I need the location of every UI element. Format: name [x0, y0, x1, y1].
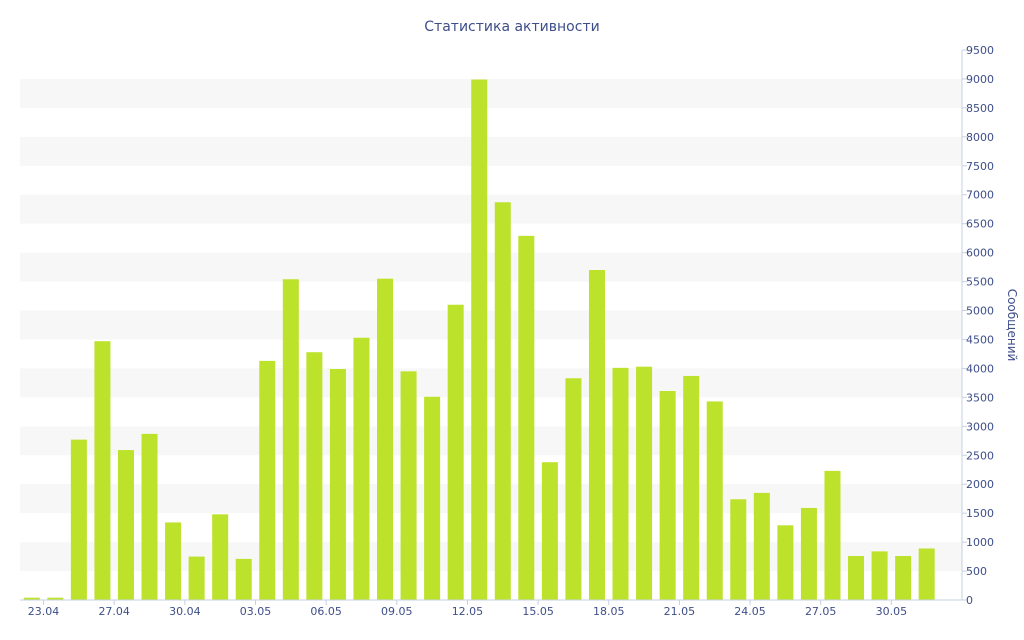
- grid-band: [20, 136, 962, 166]
- bar-28.05[interactable]: [848, 556, 865, 600]
- y-tick-label: 500: [966, 565, 987, 578]
- bar-13.05[interactable]: [494, 202, 511, 600]
- bar-26.04[interactable]: [94, 341, 111, 600]
- bar-11.05[interactable]: [447, 304, 464, 600]
- y-tick-label: 3000: [966, 420, 994, 433]
- bar-18.05[interactable]: [612, 367, 629, 600]
- bar-24.04[interactable]: [47, 597, 64, 600]
- bar-01.05[interactable]: [212, 514, 229, 600]
- bar-21.05[interactable]: [683, 375, 700, 600]
- y-tick-label: 4500: [966, 333, 994, 346]
- bar-04.05[interactable]: [282, 279, 299, 600]
- x-tick-label: 23.04: [28, 605, 60, 618]
- grid-band: [20, 426, 962, 456]
- bar-23.04[interactable]: [23, 597, 40, 600]
- bar-27.05[interactable]: [824, 470, 841, 600]
- bar-28.04[interactable]: [141, 433, 158, 600]
- y-tick-label: 5000: [966, 305, 994, 318]
- bar-17.05[interactable]: [588, 270, 605, 600]
- x-tick-label: 18.05: [593, 605, 625, 618]
- bar-19.05[interactable]: [636, 366, 653, 600]
- y-tick-label: 7000: [966, 189, 994, 202]
- bar-30.05[interactable]: [895, 556, 912, 600]
- x-tick-label: 27.05: [805, 605, 837, 618]
- bar-29.05[interactable]: [871, 551, 888, 600]
- bar-27.04[interactable]: [117, 450, 134, 600]
- bar-31.05[interactable]: [918, 548, 935, 600]
- bar-26.05[interactable]: [800, 507, 817, 600]
- bar-22.05[interactable]: [706, 401, 723, 600]
- bar-29.04[interactable]: [165, 522, 182, 600]
- grid-band: [20, 368, 962, 398]
- bar-09.05[interactable]: [400, 371, 417, 600]
- bar-24.05[interactable]: [753, 492, 770, 600]
- y-tick-label: 4000: [966, 362, 994, 375]
- y-tick-label: 8500: [966, 102, 994, 115]
- x-tick-label: 09.05: [381, 605, 413, 618]
- bar-25.05[interactable]: [777, 525, 794, 600]
- grid-bands: [20, 78, 962, 572]
- y-tick-label: 8000: [966, 131, 994, 144]
- bar-14.05[interactable]: [518, 235, 535, 600]
- y-tick-label: 9500: [966, 44, 994, 57]
- x-ticks: 23.04 27.04 30.04 03.05 06.05 09.05 12.05 15.05…: [28, 600, 907, 618]
- grid-band: [20, 310, 962, 340]
- bar-10.05[interactable]: [424, 396, 441, 600]
- x-tick-label: 27.04: [98, 605, 130, 618]
- y-tick-label: 5500: [966, 276, 994, 289]
- bar-02.05[interactable]: [235, 558, 252, 600]
- y-ticks: 0 500 1000 1500 2000 2500 3000 3500 4000 4500 5000…: [962, 44, 994, 607]
- bar-05.05[interactable]: [306, 352, 323, 600]
- grid-band: [20, 252, 962, 282]
- bar-25.04[interactable]: [70, 439, 87, 600]
- x-tick-label: 21.05: [664, 605, 696, 618]
- bar-16.05[interactable]: [565, 378, 582, 600]
- bars: [23, 79, 935, 601]
- chart-title: Статистика активности: [424, 19, 599, 35]
- bar-30.04[interactable]: [188, 556, 205, 600]
- x-tick-label: 12.05: [452, 605, 484, 618]
- bar-08.05[interactable]: [377, 278, 394, 600]
- y-tick-label: 0: [966, 594, 973, 607]
- x-tick-label: 15.05: [522, 605, 554, 618]
- y-tick-label: 3500: [966, 391, 994, 404]
- bar-03.05[interactable]: [259, 360, 276, 600]
- bar-20.05[interactable]: [659, 391, 676, 600]
- bar-23.05[interactable]: [730, 499, 747, 600]
- x-tick-label: 24.05: [734, 605, 766, 618]
- bar-06.05[interactable]: [329, 369, 346, 600]
- bar-15.05[interactable]: [541, 462, 558, 600]
- y-tick-label: 1500: [966, 507, 994, 520]
- y-axis-label: Сообщений: [1005, 289, 1019, 362]
- bar-07.05[interactable]: [353, 337, 370, 600]
- grid-band: [20, 484, 962, 514]
- y-tick-label: 6500: [966, 218, 994, 231]
- grid-band: [20, 542, 962, 572]
- y-tick-label: 6000: [966, 247, 994, 260]
- x-tick-label: 30.05: [876, 605, 908, 618]
- grid-band: [20, 194, 962, 224]
- bar-12.05[interactable]: [471, 79, 488, 601]
- y-tick-label: 2000: [966, 478, 994, 491]
- x-tick-label: 06.05: [310, 605, 342, 618]
- y-tick-label: 2500: [966, 449, 994, 462]
- y-tick-label: 7500: [966, 160, 994, 173]
- x-tick-label: 30.04: [169, 605, 201, 618]
- grid-band: [20, 78, 962, 108]
- y-tick-label: 1000: [966, 536, 994, 549]
- x-tick-label: 03.05: [240, 605, 272, 618]
- y-tick-label: 9000: [966, 73, 994, 86]
